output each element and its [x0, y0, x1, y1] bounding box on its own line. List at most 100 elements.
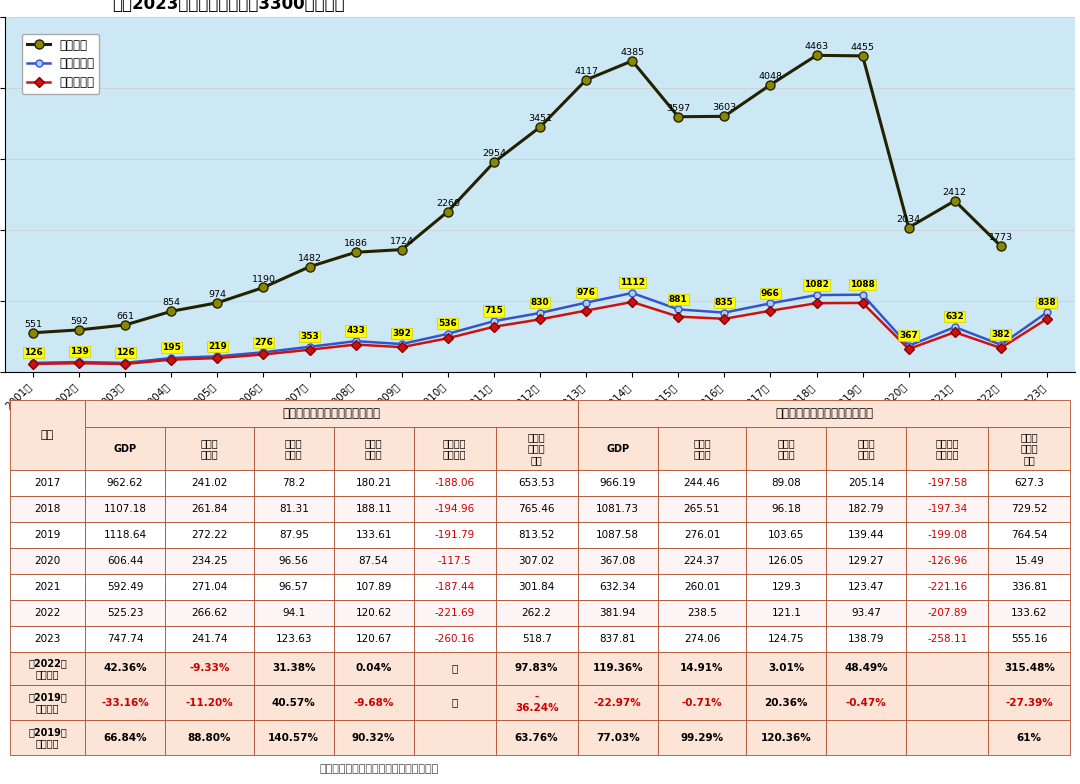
Bar: [414, 652, 496, 685]
Bar: [988, 600, 1070, 626]
Text: 266.62: 266.62: [191, 608, 228, 618]
Text: 固定资
本形成: 固定资 本形成: [365, 437, 382, 459]
Text: 3.01%: 3.01%: [768, 663, 805, 673]
Text: 854: 854: [162, 299, 180, 307]
Text: 525.23: 525.23: [107, 608, 144, 618]
历年一季度: [764, 299, 777, 308]
Bar: [496, 626, 578, 652]
Text: 241.74: 241.74: [191, 634, 228, 644]
Text: 336.81: 336.81: [1011, 582, 1048, 592]
Text: 129.3: 129.3: [771, 582, 801, 592]
Text: 606.44: 606.44: [107, 556, 144, 566]
Text: 188.11: 188.11: [355, 504, 392, 514]
历年二季度: [672, 312, 685, 321]
历年二季度: [856, 298, 869, 307]
Bar: [165, 600, 254, 626]
Bar: [988, 574, 1070, 600]
Bar: [85, 401, 578, 427]
历年全年: [625, 56, 638, 66]
Text: 1082: 1082: [805, 281, 829, 289]
Bar: [906, 626, 988, 652]
Text: 2020: 2020: [35, 556, 60, 566]
历年一季度: [487, 317, 500, 326]
Text: 2954: 2954: [482, 150, 505, 158]
Text: 592: 592: [70, 317, 89, 326]
Text: 139.44: 139.44: [848, 530, 885, 540]
Bar: [165, 720, 254, 755]
Text: GDP: GDP: [606, 444, 630, 454]
Bar: [85, 626, 165, 652]
Bar: [10, 470, 85, 496]
Text: 140.57%: 140.57%: [268, 732, 320, 742]
Bar: [414, 470, 496, 496]
Text: 205.14: 205.14: [848, 478, 885, 488]
历年全年: [902, 223, 915, 232]
Text: -221.69: -221.69: [434, 608, 475, 618]
Text: -27.39%: -27.39%: [1005, 698, 1053, 708]
Bar: [578, 600, 658, 626]
Text: 87.95: 87.95: [279, 530, 309, 540]
Text: 133.61: 133.61: [355, 530, 392, 540]
Text: -194.96: -194.96: [434, 504, 475, 514]
历年一季度: [718, 308, 731, 318]
Bar: [826, 574, 906, 600]
Bar: [10, 522, 85, 548]
Text: 78.2: 78.2: [282, 478, 306, 488]
Bar: [334, 626, 414, 652]
Bar: [85, 600, 165, 626]
Text: -221.16: -221.16: [927, 582, 968, 592]
Text: 224.37: 224.37: [684, 556, 720, 566]
Text: -197.34: -197.34: [927, 504, 968, 514]
Text: 120.67: 120.67: [355, 634, 392, 644]
Bar: [578, 574, 658, 600]
历年一季度: [257, 347, 270, 357]
Text: -126.96: -126.96: [927, 556, 968, 566]
Text: 96.56: 96.56: [279, 556, 309, 566]
Text: 1107.18: 1107.18: [104, 504, 147, 514]
Text: 126.05: 126.05: [768, 556, 805, 566]
Bar: [85, 720, 165, 755]
Text: 澳门2023年经济总量预计达3300亿澳门元: 澳门2023年经济总量预计达3300亿澳门元: [112, 0, 345, 13]
历年二季度: [810, 299, 823, 308]
Bar: [658, 626, 746, 652]
Bar: [334, 720, 414, 755]
Text: 31.38%: 31.38%: [272, 663, 315, 673]
Bar: [906, 685, 988, 720]
Bar: [496, 685, 578, 720]
Text: 私人消
费支出: 私人消 费支出: [201, 437, 218, 459]
Text: 974: 974: [208, 290, 227, 299]
Bar: [414, 496, 496, 522]
Text: 3603: 3603: [712, 103, 737, 112]
Text: 4385: 4385: [620, 48, 645, 57]
历年一季度: [948, 322, 961, 332]
Bar: [906, 720, 988, 755]
Text: 3597: 3597: [666, 103, 690, 113]
Bar: [988, 522, 1070, 548]
Legend: 历年全年, 历年一季度, 历年二季度: 历年全年, 历年一季度, 历年二季度: [22, 34, 99, 94]
Text: 87.54: 87.54: [359, 556, 389, 566]
Bar: [658, 720, 746, 755]
Bar: [10, 720, 85, 755]
历年全年: [303, 262, 316, 271]
Text: 244.46: 244.46: [684, 478, 720, 488]
Bar: [578, 496, 658, 522]
Text: 48.49%: 48.49%: [845, 663, 888, 673]
Text: 315.48%: 315.48%: [1003, 663, 1055, 673]
Text: 年份: 年份: [41, 430, 54, 441]
Text: 382: 382: [991, 330, 1010, 339]
历年二季度: [1040, 314, 1053, 324]
Bar: [988, 652, 1070, 685]
Bar: [334, 574, 414, 600]
历年二季度: [395, 343, 408, 352]
Bar: [85, 522, 165, 548]
Bar: [746, 685, 826, 720]
Text: 2412: 2412: [943, 188, 967, 197]
Bar: [414, 574, 496, 600]
历年二季度: [625, 297, 638, 307]
Bar: [746, 720, 826, 755]
Bar: [254, 548, 334, 574]
Bar: [578, 427, 658, 470]
Bar: [85, 496, 165, 522]
Line: 历年全年: 历年全年: [28, 51, 1005, 337]
Bar: [334, 496, 414, 522]
